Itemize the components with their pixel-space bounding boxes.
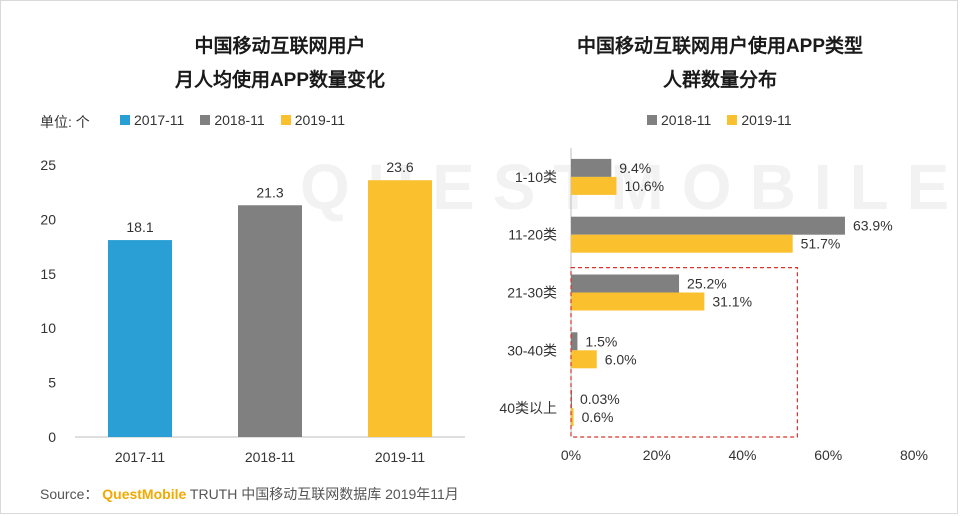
highlight-box (570, 267, 798, 438)
right-x-tick-label: 40% (728, 447, 756, 463)
left-y-tick-label: 25 (40, 157, 56, 173)
right-bar-data-label: 0.6% (582, 409, 614, 425)
source-prefix: Source： (40, 486, 99, 502)
legend-entry-series-2018: 2018-11 (647, 112, 711, 128)
source-suffix: TRUTH 中国移动互联网数据库 2019年11月 (189, 486, 459, 502)
right-bar-data-label: 9.4% (619, 160, 651, 176)
left-y-tick-label: 5 (48, 375, 56, 391)
right-chart-title: 中国移动互联网用户使用APP类型 人群数量分布 (500, 30, 940, 98)
right-bar-data-label: 0.03% (580, 391, 620, 407)
legend-entry-2019: 2019-11 (280, 112, 346, 128)
left-x-tick-label: 2018-11 (245, 449, 296, 465)
legend-swatch-series-2018 (647, 115, 657, 125)
right-x-tick-label: 80% (900, 447, 928, 463)
right-title-line2: 人群数量分布 (662, 70, 777, 91)
legend-swatch-2018 (200, 115, 211, 125)
legend-swatch-series-2019 (727, 115, 738, 125)
legend-label-2018: 2018-11 (214, 112, 265, 128)
right-bar-data-label: 63.9% (853, 218, 893, 234)
right-bar (571, 216, 845, 235)
right-y-tick-label: 21-30类 (507, 285, 557, 301)
right-bar (571, 408, 574, 427)
left-bar-data-label: 23.6 (386, 159, 413, 175)
right-bar-data-label: 31.1% (712, 294, 752, 310)
right-bar-data-label: 25.2% (687, 276, 727, 292)
right-bar (571, 158, 612, 177)
legend-label-2017: 2017-11 (134, 112, 185, 128)
right-bar (571, 274, 680, 293)
right-y-tick-label: 30-40类 (507, 342, 557, 358)
left-title-line1: 中国移动互联网用户 (194, 36, 366, 57)
unit-label: 单位: 个 (40, 114, 90, 130)
legend-entry-2018: 2018-11 (200, 112, 265, 128)
right-bar (571, 350, 597, 369)
left-y-tick-label: 10 (40, 320, 56, 336)
left-x-tick-label: 2019-11 (375, 449, 426, 465)
right-bar-data-label: 10.6% (624, 178, 664, 194)
legend-entry-series-2019: 2019-11 (727, 112, 792, 128)
left-bar (238, 205, 302, 437)
right-y-tick-label: 11-20类 (508, 227, 557, 243)
left-y-tick-label: 20 (40, 211, 56, 227)
right-bar-data-label: 6.0% (605, 351, 637, 367)
right-bar (571, 234, 793, 253)
right-bar (571, 292, 705, 311)
legend-swatch-2017 (120, 115, 130, 125)
right-bar (571, 332, 578, 351)
left-chart-title: 中国移动互联网用户 月人均使用APP数量变化 (70, 30, 490, 98)
right-y-tick-label: 40类以上 (499, 400, 557, 416)
right-legend: 2018-11 2019-11 (647, 112, 792, 128)
left-y-tick-label: 15 (40, 266, 56, 282)
legend-entry-2017: 2017-11 (120, 112, 184, 128)
right-bar-data-label: 1.5% (585, 333, 617, 349)
right-x-tick-label: 60% (814, 447, 842, 463)
legend-swatch-2019 (280, 115, 291, 125)
legend-label-series-2018: 2018-11 (661, 112, 712, 128)
right-y-tick-label: 1-10类 (515, 169, 557, 185)
right-bar (571, 176, 617, 195)
left-bar-data-label: 21.3 (256, 184, 283, 200)
left-legend: 2017-11 2018-11 2019-11 (120, 112, 345, 128)
left-bar-data-label: 18.1 (126, 219, 153, 235)
left-bar (368, 180, 432, 437)
source-note: Source： QuestMobile TRUTH 中国移动互联网数据库 201… (40, 484, 459, 504)
right-x-tick-label: 20% (643, 447, 671, 463)
legend-label-2019: 2019-11 (294, 112, 346, 128)
left-title-line2: 月人均使用APP数量变化 (174, 70, 386, 91)
right-bar-data-label: 51.7% (801, 236, 841, 252)
right-title-line1: 中国移动互联网用户使用APP类型 (576, 36, 864, 57)
legend-label-series-2019: 2019-11 (741, 112, 792, 128)
right-x-tick-label: 0% (561, 447, 581, 463)
left-y-tick-label: 0 (48, 429, 56, 445)
left-bar (108, 240, 172, 437)
left-x-tick-label: 2017-11 (115, 449, 166, 465)
source-brand: QuestMobile (102, 486, 187, 502)
